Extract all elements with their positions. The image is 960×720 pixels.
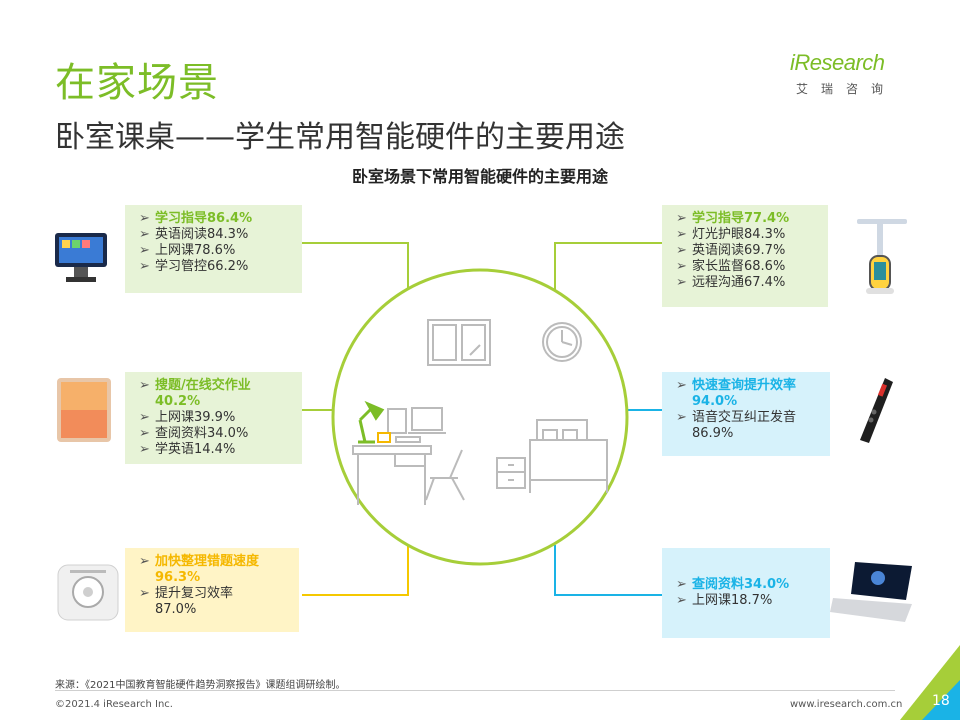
list-item-head-value: 96.3%: [155, 570, 201, 585]
iresearch-logo: iResearch 艾瑞咨询: [790, 50, 915, 97]
learning-tablet-stand-image: [55, 233, 107, 282]
list-item: ➢ 上网课18.7%: [676, 593, 773, 608]
connector-top-right: [554, 242, 662, 290]
arrow-icon: ➢: [139, 554, 150, 569]
chart-title: 卧室场景下常用智能硬件的主要用途: [351, 167, 608, 186]
arrow-icon: ➢: [676, 227, 687, 242]
footer-divider: [55, 690, 895, 691]
desk-icon: [352, 445, 432, 505]
box-smart-lamp: ➢ 学习指导77.4% ➢ 灯光护眼84.3% ➢ 英语阅读69.7% ➢ 家长监督68…: [662, 205, 828, 307]
translation-pen-image: [860, 378, 893, 443]
arrow-icon: ➢: [676, 275, 687, 290]
list-item: ➢ 语音交互纠正发音: [676, 410, 797, 425]
list-item: ➢ 提升复习效率: [139, 586, 234, 601]
source-note: 来源：《2021中国教育智能硬件趋势洞察报告》课题组调研绘制。: [55, 680, 346, 691]
list-item-head: ➢ 学习指导86.4%: [139, 211, 253, 226]
connector-bottom-left: [302, 545, 409, 596]
box-laptop: ➢ 查阅资料34.0% ➢ 上网课18.7%: [662, 548, 830, 638]
list-item-head: ➢ 查阅资料34.0%: [676, 577, 790, 592]
page-title: 在家场景: [55, 60, 219, 106]
arrow-icon: ➢: [676, 410, 687, 425]
list-item: ➢ 查阅资料34.0%: [139, 426, 249, 441]
website-url: www.iresearch.com.cn: [790, 699, 903, 710]
mini-printer-image: [57, 564, 119, 621]
list-item-head: ➢ 学习指导77.4%: [676, 211, 790, 226]
list-item: ➢ 远程沟通67.4%: [676, 275, 786, 290]
list-item: ➢ 学英语14.4%: [139, 442, 236, 457]
arrow-icon: ➢: [139, 243, 150, 258]
list-item-head-value: 94.0%: [692, 394, 738, 409]
page-subtitle: 卧室课桌——学生常用智能硬件的主要用途: [55, 120, 625, 155]
desk-lamp-icon: [358, 400, 385, 444]
list-item-value: 87.0%: [155, 602, 197, 617]
list-item-head: ➢ 加快整理错题速度: [139, 554, 260, 569]
list-item: ➢ 英语阅读84.3%: [139, 227, 249, 242]
box-learning-screen: ➢ 学习指导86.4% ➢ 英语阅读84.3% ➢ 上网课78.6% ➢ 学习管控66.…: [125, 205, 302, 293]
logo-brand: iResearch: [790, 50, 885, 75]
list-item: ➢ 学习管控66.2%: [139, 259, 249, 274]
copyright: ©2021.4 iResearch Inc.: [55, 699, 173, 710]
box-printer: ➢ 加快整理错题速度 96.3% ➢ 提升复习效率 87.0%: [125, 548, 299, 632]
arrow-icon: ➢: [139, 211, 150, 226]
arrow-icon: ➢: [139, 227, 150, 242]
clock-icon: [542, 322, 582, 362]
arrow-icon: ➢: [676, 378, 687, 393]
list-item: ➢ 上网课39.9%: [139, 410, 236, 425]
nightstand-icon: [496, 457, 526, 489]
arrow-icon: ➢: [139, 442, 150, 457]
arrow-icon: ➢: [676, 577, 687, 592]
corner-decoration-blue: [922, 680, 960, 720]
arrow-icon: ➢: [139, 426, 150, 441]
box-tablet: ➢ 搜题/在线交作业 40.2% ➢ 上网课39.9% ➢ 查阅资料34.0% ➢ 学英…: [125, 372, 302, 464]
bed-icon: [529, 419, 608, 493]
list-item-head: ➢ 搜题/在线交作业: [139, 378, 251, 393]
chair-icon: [425, 449, 465, 501]
arrow-icon: ➢: [139, 410, 150, 425]
list-item: ➢ 家长监督68.6%: [676, 259, 786, 274]
window-icon: [427, 319, 491, 366]
laptop-image: [830, 562, 912, 622]
box-translation-pen: ➢ 快速查询提升效率 94.0% ➢ 语音交互纠正发音 86.9%: [662, 372, 830, 456]
arrow-icon: ➢: [676, 259, 687, 274]
arrow-icon: ➢: [139, 586, 150, 601]
connector-bottom-right: [554, 545, 662, 596]
arrow-icon: ➢: [139, 378, 150, 393]
arrow-icon: ➢: [139, 259, 150, 274]
list-item: ➢ 上网课78.6%: [139, 243, 236, 258]
arrow-icon: ➢: [676, 243, 687, 258]
page-number: 18: [932, 693, 950, 709]
arrow-icon: ➢: [676, 593, 687, 608]
list-item: ➢ 英语阅读69.7%: [676, 243, 786, 258]
logo-sub: 艾瑞咨询: [796, 82, 897, 96]
list-item-head-value: 40.2%: [155, 394, 201, 409]
list-item-head: ➢ 快速查询提升效率: [676, 378, 797, 393]
ipad-image: [57, 378, 111, 442]
center-circle: [331, 268, 629, 566]
desk-devices-icon: [377, 407, 446, 443]
arrow-icon: ➢: [676, 211, 687, 226]
smart-lamp-image: [857, 219, 907, 294]
list-item-value: 86.9%: [692, 426, 734, 441]
list-item: ➢ 灯光护眼84.3%: [676, 227, 786, 242]
connector-top-left: [302, 242, 409, 290]
